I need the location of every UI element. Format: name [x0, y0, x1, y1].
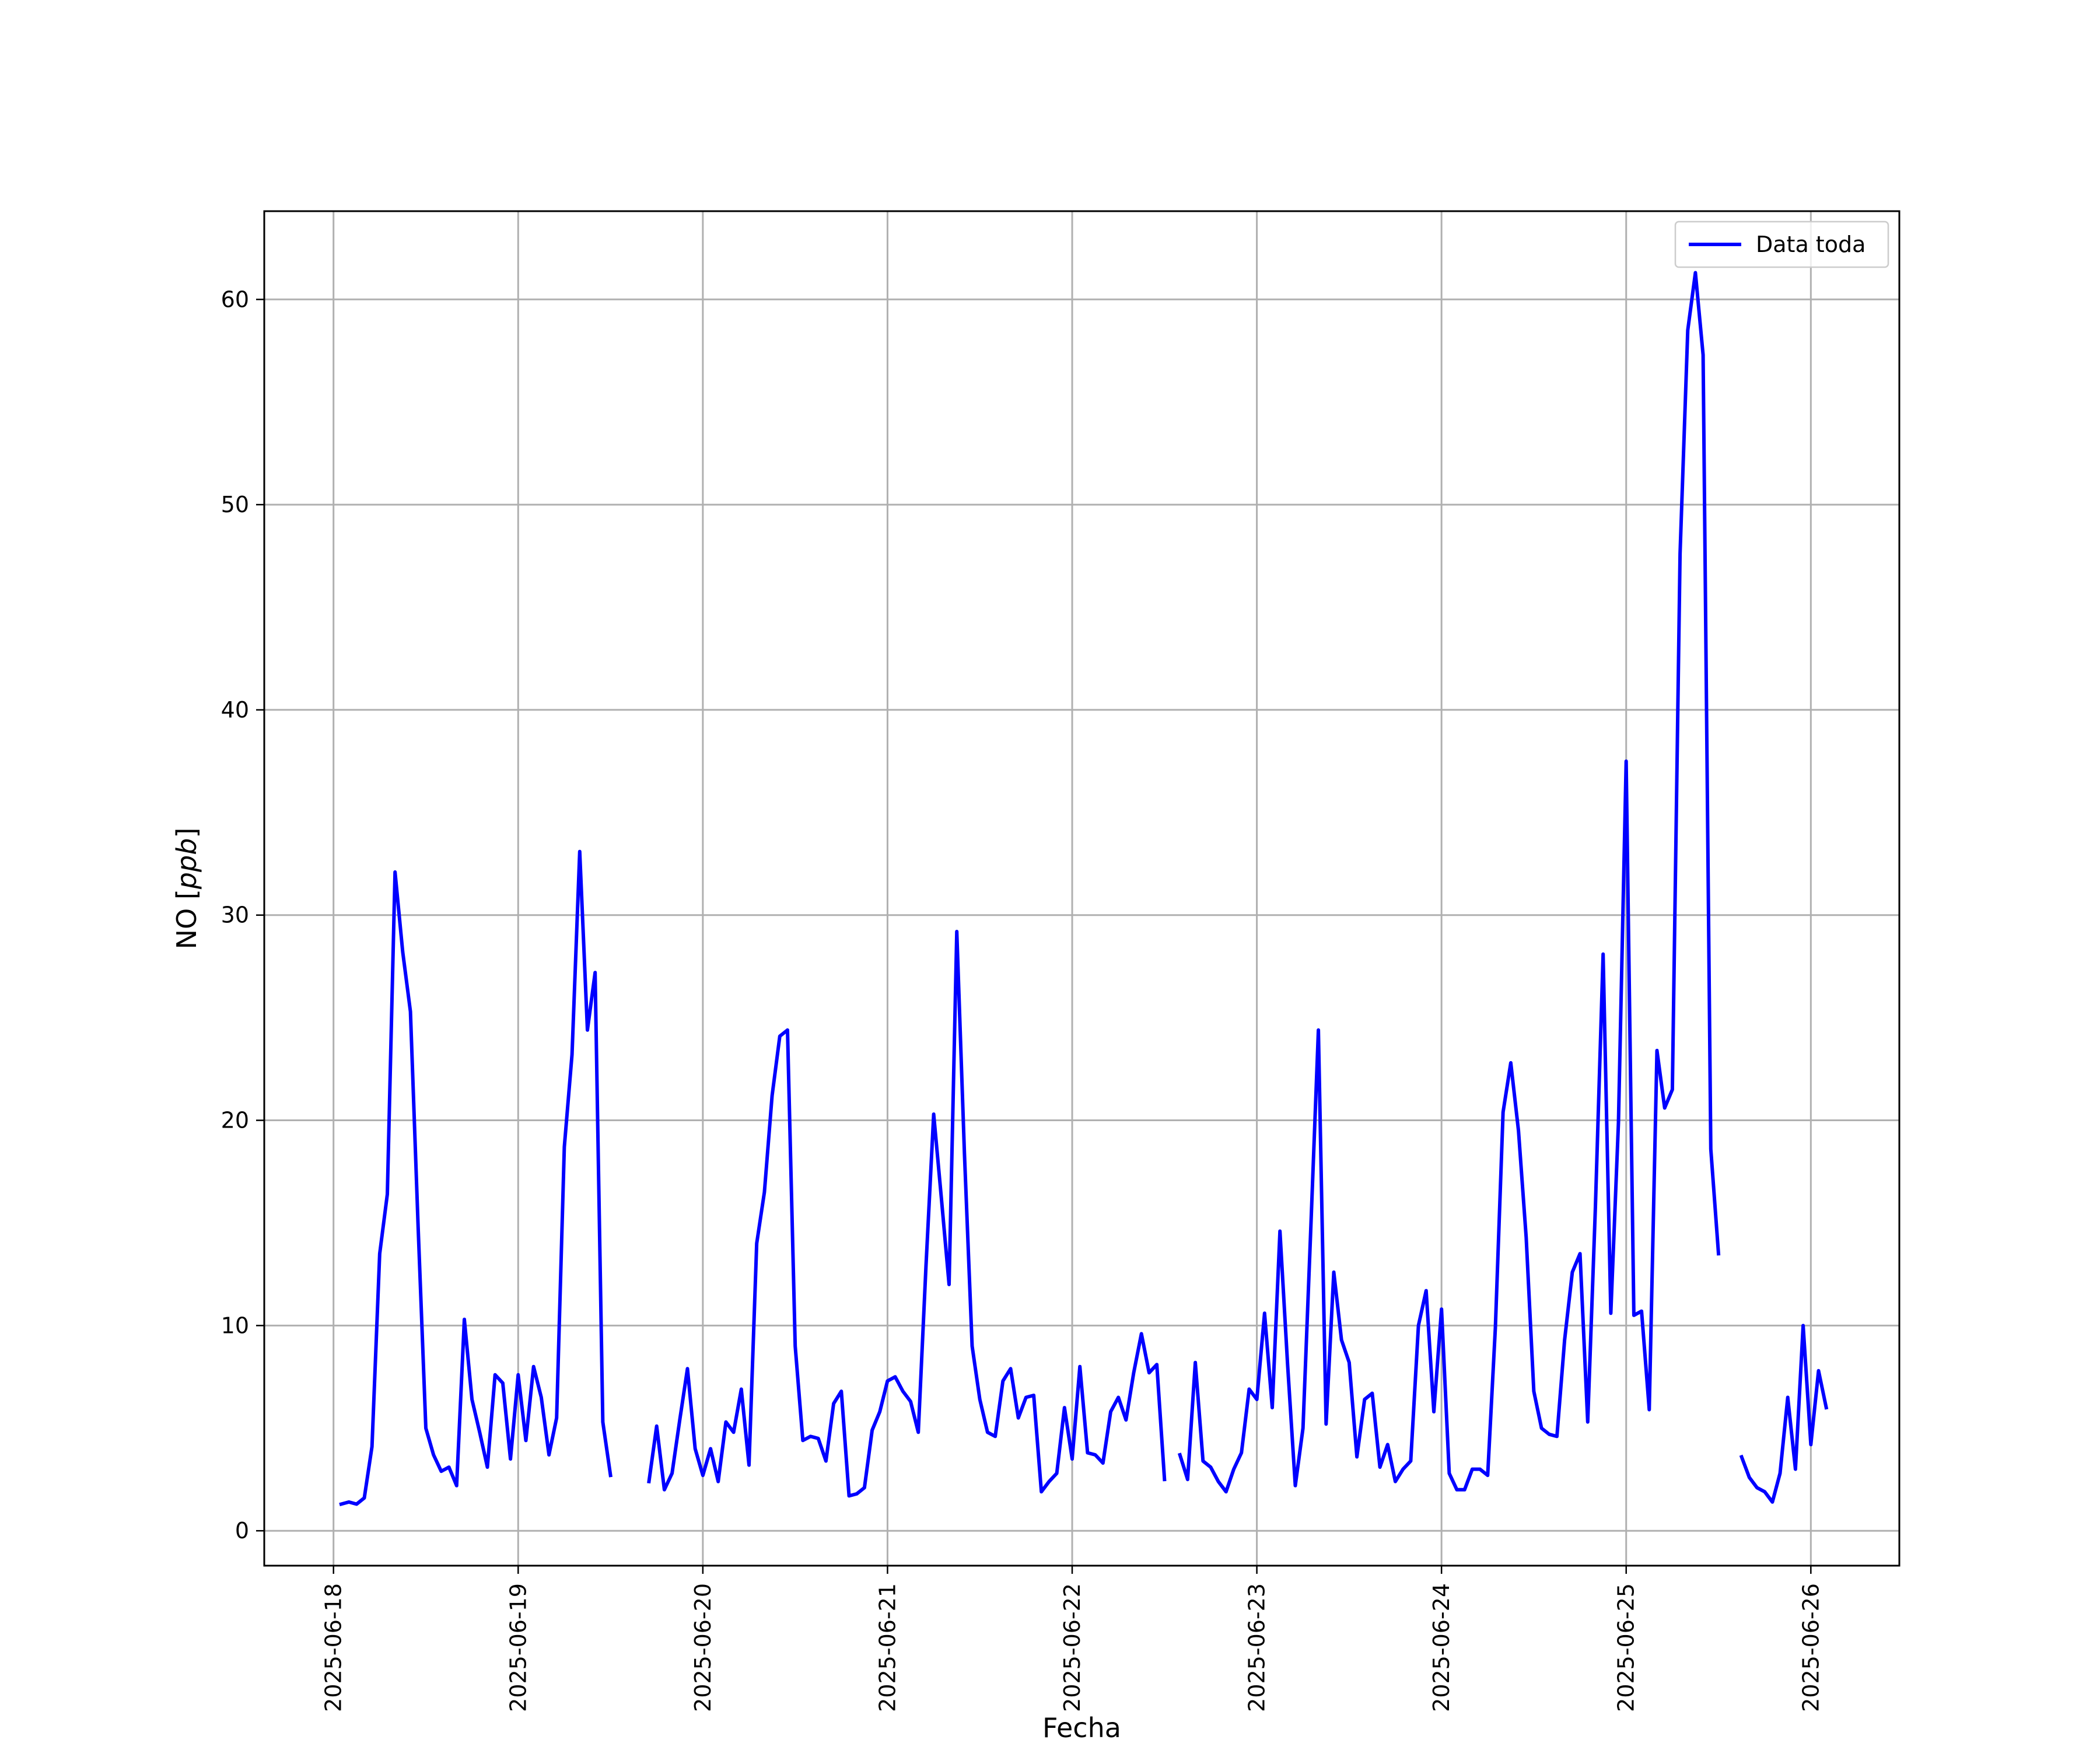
series-line: [1177, 271, 1721, 1494]
y-tick-label: 50: [221, 492, 249, 517]
y-tick-label: 0: [235, 1518, 249, 1544]
y-tick-label: 30: [221, 902, 249, 928]
y-axis-label-end: ]: [171, 828, 202, 838]
x-tick-label: 2025-06-22: [1059, 1583, 1085, 1712]
x-axis-label: Fecha: [1042, 1712, 1121, 1744]
y-axis-label-unit: ppb: [171, 838, 202, 890]
y-axis: 0 10 20 30 40 50 60: [221, 286, 264, 1544]
series-layer: [339, 271, 1829, 1507]
series-line: [647, 929, 1167, 1498]
y-tick-label: 20: [221, 1108, 249, 1133]
legend: Data toda: [1674, 220, 1889, 268]
legend-label: Data toda: [1756, 232, 1866, 257]
y-axis-label-plain: NO [: [171, 889, 202, 949]
series-line: [339, 849, 612, 1507]
x-tick-label: 2025-06-20: [690, 1583, 716, 1712]
legend-box: [1674, 220, 1889, 268]
x-tick-label: 2025-06-25: [1614, 1583, 1639, 1712]
x-tick-label: 2025-06-23: [1244, 1583, 1270, 1712]
x-tick-label: 2025-06-24: [1429, 1583, 1454, 1712]
y-tick-label: 40: [221, 697, 249, 723]
series-line: [1739, 1324, 1829, 1504]
x-tick-label: 2025-06-21: [874, 1583, 900, 1712]
x-tick-label: 2025-06-19: [505, 1583, 531, 1712]
x-tick-label: 2025-06-26: [1798, 1583, 1824, 1712]
y-tick-label: 60: [221, 286, 249, 312]
x-axis: 2025-06-18 2025-06-19 2025-06-20 2025-06-21…: [321, 1566, 1824, 1712]
grid: [264, 211, 1899, 1566]
y-tick-label: 10: [221, 1312, 249, 1338]
plot-frame: [263, 210, 1901, 1567]
y-axis-label: NO [ppb]: [171, 828, 202, 950]
x-tick-label: 2025-06-18: [321, 1583, 346, 1712]
